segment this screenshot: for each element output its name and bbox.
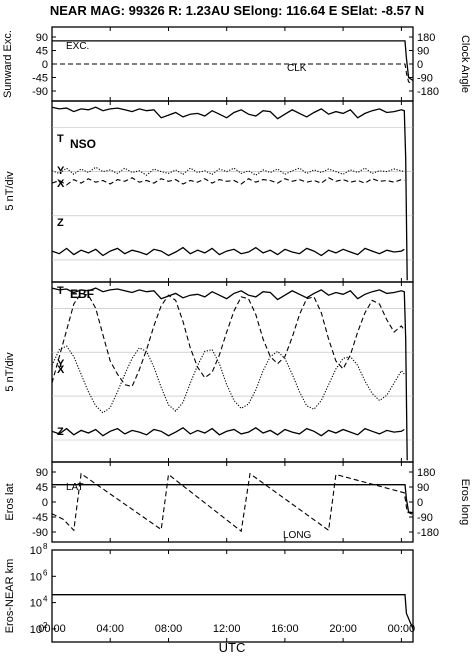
eros-long-ylabel: Eros long [459,479,471,525]
x-tick-label: 00:00 [388,623,416,635]
ebf-z-label: Z [57,426,64,438]
y-tick-label: -90 [32,86,48,98]
series-line-sunward-clk [52,63,414,85]
nso-y-label: Y [57,165,65,177]
y-tick-exponent: 4 [43,595,48,604]
ebf-panel-frame [51,281,414,463]
y2-tick-label: 180 [417,467,435,479]
y2-tick-label: -180 [417,527,439,539]
y2-tick-label: 90 [417,46,429,58]
eros-lat-ylabel: Eros lat [4,483,16,520]
x-tick-label: 04:00 [96,623,124,635]
x-tick-label: 12:00 [213,623,241,635]
series-line-nso-x [51,177,405,186]
x-tick-label: 16:00 [271,623,299,635]
x-tick-label: 20:00 [329,623,357,635]
exc-series-label: EXC. [66,41,89,52]
nso-x-label: X [57,178,65,190]
series-line-nso-y [51,166,405,176]
y-tick-label: 10 [30,624,42,636]
y-tick-exponent: 8 [43,542,48,551]
distance-ylabel: Eros-NEAR km [4,559,16,634]
gridlines [52,127,413,441]
y2-tick-label: -90 [417,512,433,524]
series-line-ebf-x [51,345,405,414]
x-tick-label: 08:00 [155,623,183,635]
series-line-sunward-exc [52,40,414,82]
figure-title: NEAR MAG: 99326 R: 1.23AU SElong: 116.64… [50,3,424,18]
sunward-ylabel: Sunward Exc. [2,30,14,98]
y-tick-label: 0 [42,59,48,71]
y2-tick-label: 0 [417,59,423,71]
y2-tick-label: 90 [417,482,429,494]
y-tick-label: 10 [30,598,42,610]
y-tick-label: 45 [36,482,48,494]
nso-ylabel: 5 nT/div [4,171,16,211]
x-axis-label: UTC [219,640,246,655]
nso-z-label: Z [57,217,64,229]
clk-series-label: CLK [287,63,307,74]
chart-marks [51,40,414,630]
eros-panel-frame [51,461,414,543]
series-line-ebf-z [51,427,405,437]
axis-ticks: 90450-45-90180900-90-18090450-45-9018090… [30,27,439,642]
clock-angle-ylabel: Clock Angle [459,35,471,93]
series-line-ebf-t [51,287,408,461]
nso-panel-frame [51,100,414,283]
y-tick-label: -45 [32,512,48,524]
ebf-t-label: T [57,285,64,297]
y-tick-label: 45 [36,46,48,58]
y-tick-label: 90 [36,467,48,479]
y2-tick-label: -90 [417,73,433,85]
series-line-distance-0 [52,594,414,630]
nso-panel-label: NSO [70,137,96,151]
y-tick-label: 90 [36,32,48,44]
y2-tick-label: 0 [417,497,423,509]
lat-series-label: LAT [66,482,84,493]
distance-panel-frame [51,549,414,643]
series-line-eros-long [51,472,414,533]
ebf-x-label: X [57,364,65,376]
y-tick-label: -45 [32,73,48,85]
x-tick-label: 00:00 [38,623,66,635]
ebf-ylabel: 5 nT/div [4,352,16,392]
series-line-nso-t [51,106,408,281]
y-tick-label: -90 [32,527,48,539]
y2-tick-label: 180 [417,32,435,44]
long-series-label: LONG [283,530,312,541]
series-line-eros-lat [52,484,414,514]
y-tick-exponent: 2 [43,621,48,630]
ebf-y-label: Y [57,358,65,370]
nso-t-label: T [57,133,64,145]
series-line-ebf-y [51,292,405,388]
y-tick-exponent: 6 [43,568,48,577]
y-tick-label: 10 [30,571,42,583]
y2-tick-label: -180 [417,86,439,98]
y-tick-label: 0 [42,497,48,509]
y-tick-label: 10 [30,545,42,557]
series-line-nso-z [51,246,405,257]
